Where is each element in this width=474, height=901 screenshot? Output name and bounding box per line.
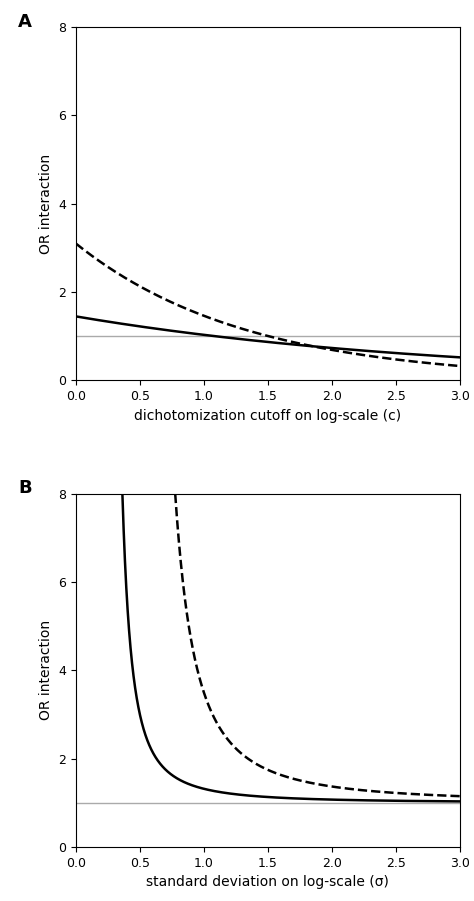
Y-axis label: OR interaction: OR interaction — [38, 154, 53, 254]
X-axis label: standard deviation on log-scale (σ): standard deviation on log-scale (σ) — [146, 875, 389, 889]
X-axis label: dichotomization cutoff on log-scale (c): dichotomization cutoff on log-scale (c) — [134, 409, 401, 423]
Text: B: B — [18, 479, 32, 497]
Text: A: A — [18, 13, 32, 31]
Y-axis label: OR interaction: OR interaction — [38, 620, 53, 720]
